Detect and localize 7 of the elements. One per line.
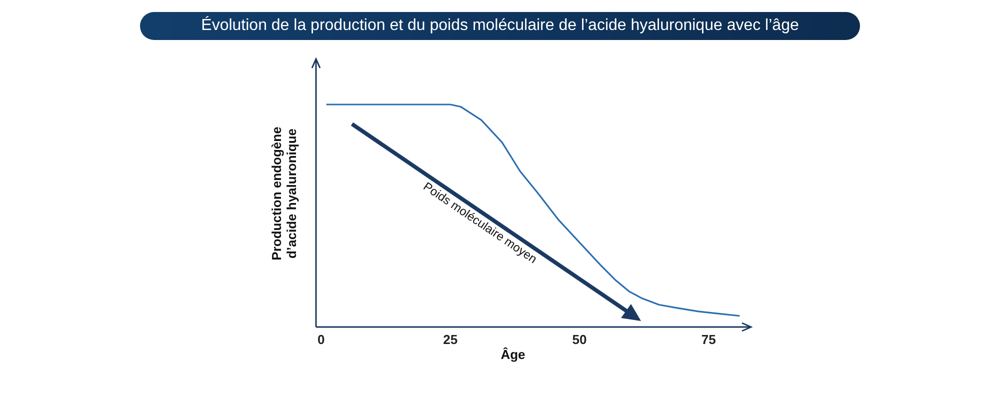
x-tick-label: 25 xyxy=(443,332,458,348)
y-axis-title: Production endogène d’acide hyaluronique xyxy=(269,126,299,260)
x-tick-label: 50 xyxy=(572,332,587,348)
x-axis-title: Âge xyxy=(500,347,526,362)
chart-title: Évolution de la production et du poids moléculaire de l’acide hyaluronique avec l’âge xyxy=(140,12,860,40)
x-tick-label: 0 xyxy=(318,332,325,348)
x-tick-label: 75 xyxy=(701,332,716,348)
